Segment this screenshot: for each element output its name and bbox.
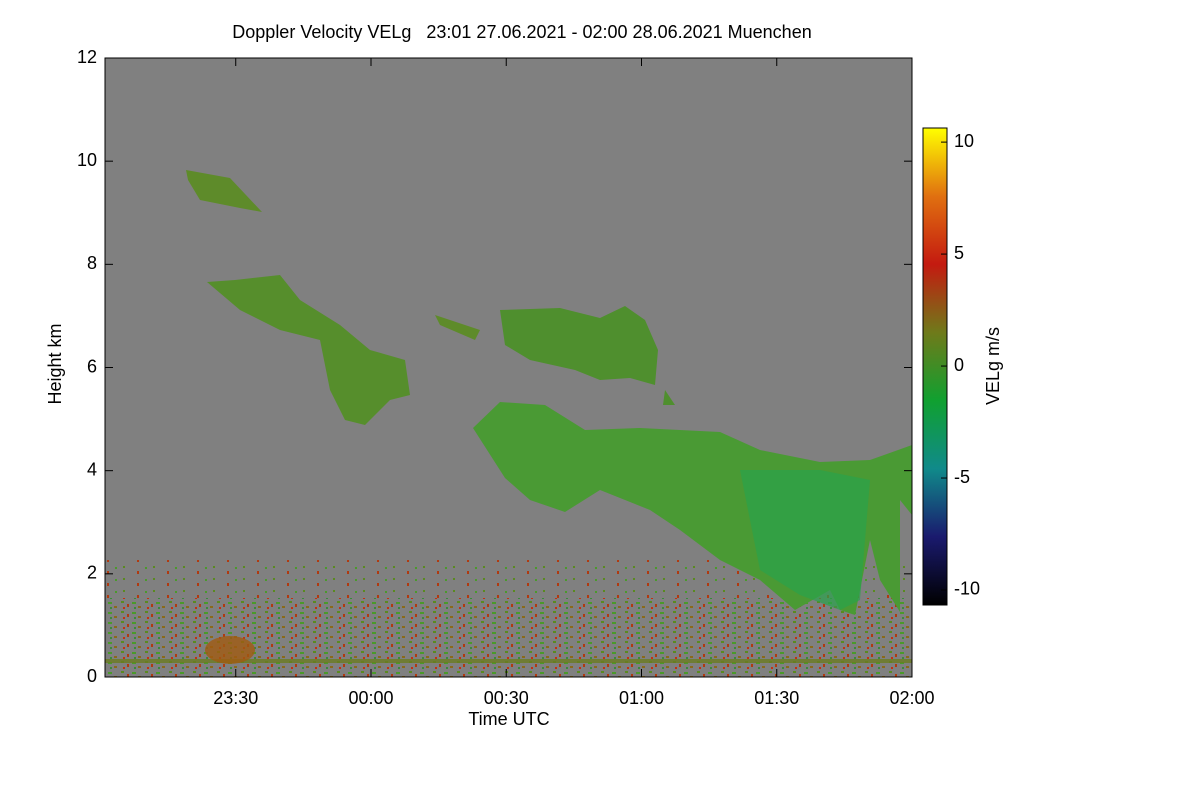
x-tick-label: 01:00 bbox=[619, 688, 664, 708]
y-tick-label: 0 bbox=[87, 666, 97, 686]
x-tick-label: 23:30 bbox=[213, 688, 258, 708]
ground-echo bbox=[205, 636, 255, 664]
colorbar-label: VELg m/s bbox=[983, 327, 1003, 405]
x-tick-label: 00:30 bbox=[484, 688, 529, 708]
echo-region bbox=[207, 275, 410, 425]
colorbar-tick-label: -10 bbox=[954, 579, 980, 599]
colorbar-tick-label: -5 bbox=[954, 467, 970, 487]
echo-region bbox=[186, 170, 262, 212]
x-tick-label: 00:00 bbox=[348, 688, 393, 708]
echo-region bbox=[663, 390, 675, 405]
y-tick-label: 6 bbox=[87, 356, 97, 376]
chart-title: Doppler Velocity VELg 23:01 27.06.2021 -… bbox=[232, 22, 811, 42]
y-tick-label: 12 bbox=[77, 47, 97, 67]
colorbar-tick-label: 5 bbox=[954, 243, 964, 263]
ground-layer bbox=[105, 659, 912, 663]
y-tick-label: 4 bbox=[87, 459, 97, 479]
y-tick-label: 8 bbox=[87, 253, 97, 273]
y-tick-label: 10 bbox=[77, 150, 97, 170]
echo-region bbox=[435, 315, 480, 340]
y-axis-label: Height km bbox=[45, 323, 65, 404]
colorbar-tick-label: 10 bbox=[954, 131, 974, 151]
y-tick-label: 2 bbox=[87, 563, 97, 583]
x-tick-label: 02:00 bbox=[889, 688, 934, 708]
echo-region bbox=[740, 470, 870, 610]
x-axis-label: Time UTC bbox=[468, 709, 549, 729]
echo-region bbox=[500, 306, 658, 385]
x-tick-label: 01:30 bbox=[754, 688, 799, 708]
plot-area bbox=[104, 57, 913, 678]
colorbar-tick-label: 0 bbox=[954, 355, 964, 375]
